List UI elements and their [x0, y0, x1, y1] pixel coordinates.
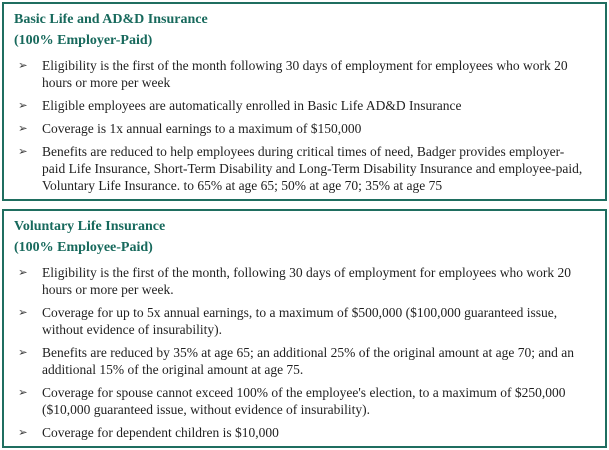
- bullet-item: ➢ Benefits are reduced to help employees…: [12, 143, 587, 194]
- bullet-text: Coverage for dependent children is $10,0…: [42, 425, 279, 440]
- arrow-bullet-icon: ➢: [18, 58, 28, 72]
- bullet-item: ➢ Eligibility is the first of the month,…: [12, 264, 587, 298]
- section-title: Basic Life and AD&D Insurance: [14, 12, 208, 27]
- bullet-list: ➢ Eligibility is the first of the month,…: [12, 264, 587, 441]
- section-subtitle: (100% Employer-Paid): [14, 33, 153, 48]
- bullet-text: Eligibility is the first of the month fo…: [42, 58, 568, 90]
- arrow-bullet-icon: ➢: [18, 265, 28, 279]
- bullet-text: Eligibility is the first of the month, f…: [42, 265, 572, 297]
- arrow-bullet-icon: ➢: [18, 98, 28, 112]
- bullet-text: Benefits are reduced to help employees d…: [42, 144, 583, 193]
- section-voluntary-life-insurance: Voluntary Life Insurance (100% Employee-…: [2, 209, 607, 448]
- bullet-item: ➢ Coverage for dependent children is $10…: [12, 424, 587, 441]
- bullet-item: ➢ Eligible employees are automatically e…: [12, 97, 587, 114]
- bullet-item: ➢ Coverage is 1x annual earnings to a ma…: [12, 120, 587, 137]
- bullet-text: Eligible employees are automatically enr…: [42, 98, 462, 113]
- arrow-bullet-icon: ➢: [18, 345, 28, 359]
- section-subtitle: (100% Employee-Paid): [14, 240, 153, 255]
- bullet-item: ➢ Coverage for spouse cannot exceed 100%…: [12, 384, 587, 418]
- bullet-text: Coverage is 1x annual earnings to a maxi…: [42, 121, 362, 136]
- bullet-text: Benefits are reduced by 35% at age 65; a…: [42, 345, 574, 377]
- arrow-bullet-icon: ➢: [18, 425, 28, 439]
- bullet-item: ➢ Benefits are reduced by 35% at age 65;…: [12, 344, 587, 378]
- bullet-text: Coverage for spouse cannot exceed 100% o…: [42, 385, 566, 417]
- arrow-bullet-icon: ➢: [18, 385, 28, 399]
- bullet-item: ➢ Eligibility is the first of the month …: [12, 57, 587, 91]
- bullet-item: ➢ Coverage for up to 5x annual earnings,…: [12, 304, 587, 338]
- bullet-text: Coverage for up to 5x annual earnings, t…: [42, 305, 558, 337]
- section-basic-life-add-insurance: Basic Life and AD&D Insurance (100% Empl…: [2, 2, 607, 201]
- section-title: Voluntary Life Insurance: [14, 219, 166, 234]
- arrow-bullet-icon: ➢: [18, 305, 28, 319]
- arrow-bullet-icon: ➢: [18, 144, 28, 158]
- arrow-bullet-icon: ➢: [18, 121, 28, 135]
- bullet-list: ➢ Eligibility is the first of the month …: [12, 57, 587, 194]
